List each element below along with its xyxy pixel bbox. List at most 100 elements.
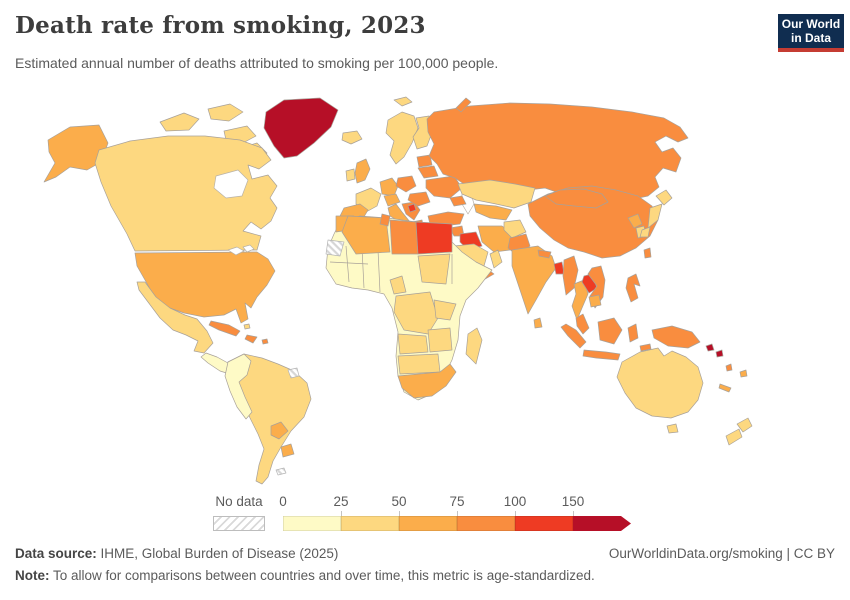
- country-hispaniola[interactable]: [244, 334, 258, 344]
- country-solomon-islands[interactable]: [705, 343, 724, 358]
- country-serbia[interactable]: [407, 203, 417, 213]
- legend-bin-25-50[interactable]: [341, 516, 399, 531]
- legend-bin-75-100[interactable]: [457, 516, 515, 531]
- country-oman[interactable]: [489, 249, 503, 269]
- country-bahamas[interactable]: [243, 323, 251, 330]
- country-new-zealand[interactable]: [725, 417, 753, 446]
- country-svalbard[interactable]: [393, 96, 413, 107]
- country-timor[interactable]: [639, 343, 652, 352]
- country-caucasus[interactable]: [449, 195, 467, 207]
- country-indonesia-sumatra[interactable]: [560, 323, 587, 349]
- footer-source: Data source: IHME, Global Burden of Dise…: [15, 546, 338, 561]
- country-novaya-zemlya[interactable]: [455, 97, 472, 113]
- country-western-sahara[interactable]: [325, 239, 345, 257]
- country-libya[interactable]: [389, 219, 419, 255]
- country-sulawesi[interactable]: [627, 323, 639, 343]
- legend-tick-labels: 0 25 50 75 100 150: [279, 494, 635, 516]
- country-romania-hungary[interactable]: [407, 191, 431, 207]
- country-taiwan[interactable]: [643, 247, 652, 259]
- country-paraguay[interactable]: [270, 421, 289, 440]
- country-tunisia[interactable]: [379, 213, 391, 227]
- legend-tick-label-75: 75: [449, 494, 465, 509]
- country-baltics[interactable]: [416, 154, 433, 168]
- owid-logo-line1: Our World: [781, 17, 841, 31]
- country-tasmania[interactable]: [666, 423, 679, 434]
- country-uk[interactable]: [354, 158, 371, 184]
- country-vanuatu[interactable]: [725, 363, 733, 372]
- country-alaska[interactable]: [43, 124, 109, 183]
- legend-bin-150+[interactable]: [573, 516, 631, 531]
- legend-no-data: No data: [212, 494, 266, 531]
- country-cameroon[interactable]: [389, 275, 407, 295]
- country-australia[interactable]: [616, 347, 704, 419]
- country-algeria[interactable]: [341, 215, 391, 255]
- country-ireland[interactable]: [345, 168, 356, 182]
- legend-tick-label-100: 100: [503, 494, 527, 509]
- legend-tick-mark: [573, 511, 574, 516]
- legend-no-data-label: No data: [215, 494, 263, 509]
- country-malaysia[interactable]: [575, 313, 590, 335]
- country-sri-lanka[interactable]: [533, 317, 543, 329]
- country-mexico[interactable]: [136, 281, 214, 354]
- country-uruguay[interactable]: [280, 443, 295, 458]
- country-cambodia[interactable]: [588, 294, 602, 308]
- country-uzbekistan-turkmenistan[interactable]: [473, 203, 513, 221]
- country-belarus[interactable]: [417, 165, 439, 179]
- country-nepal[interactable]: [537, 249, 552, 259]
- country-colombia-peru[interactable]: [224, 353, 253, 420]
- legend-tick-label-50: 50: [391, 494, 407, 509]
- country-iceland[interactable]: [341, 130, 363, 145]
- africa-inner-borders: [329, 245, 453, 293]
- chart-subtitle: Estimated annual number of deaths attrib…: [15, 55, 499, 71]
- country-new-guinea[interactable]: [651, 325, 701, 349]
- country-philippines[interactable]: [625, 273, 641, 303]
- country-borneo[interactable]: [597, 317, 623, 345]
- country-greenland[interactable]: [263, 97, 339, 159]
- country-drc[interactable]: [393, 291, 439, 335]
- country-japan[interactable]: [639, 189, 673, 238]
- country-russia[interactable]: [426, 102, 689, 201]
- country-zambia-zimbabwe[interactable]: [427, 327, 453, 353]
- country-indonesia-java[interactable]: [582, 349, 621, 361]
- country-new-caledonia[interactable]: [718, 383, 732, 393]
- footer-source-text: IHME, Global Burden of Disease (2025): [96, 546, 339, 561]
- country-kazakhstan[interactable]: [457, 179, 536, 209]
- legend-bin-0-25[interactable]: [283, 516, 341, 531]
- country-namibia-botswana[interactable]: [397, 353, 441, 375]
- country-sudan[interactable]: [417, 253, 451, 285]
- country-afghanistan[interactable]: [503, 219, 527, 239]
- legend-tick-label-0: 0: [279, 494, 287, 509]
- country-madagascar[interactable]: [465, 327, 483, 365]
- country-south-africa[interactable]: [397, 363, 457, 399]
- legend-tick-label-150: 150: [561, 494, 585, 509]
- country-cuba[interactable]: [208, 320, 241, 337]
- country-bangladesh[interactable]: [553, 261, 565, 275]
- footer-source-label: Data source:: [15, 546, 97, 561]
- country-egypt[interactable]: [415, 221, 453, 255]
- country-mongolia[interactable]: [544, 188, 609, 209]
- chart-title: Death rate from smoking, 2023: [15, 12, 426, 39]
- country-tanzania[interactable]: [433, 299, 457, 321]
- country-angola[interactable]: [397, 333, 429, 355]
- legend-tick-mark: [399, 511, 400, 516]
- footer-note-text: To allow for comparisons between countri…: [49, 568, 595, 583]
- country-fiji[interactable]: [739, 369, 748, 378]
- country-falkland-islands[interactable]: [275, 467, 287, 476]
- footer-link[interactable]: OurWorldinData.org/smoking | CC BY: [608, 546, 835, 561]
- legend-color-scale: [283, 516, 635, 531]
- country-poland[interactable]: [395, 175, 417, 193]
- country-central-europe[interactable]: [383, 193, 401, 207]
- country-french-guiana[interactable]: [287, 367, 300, 379]
- legend-bin-50-75[interactable]: [399, 516, 457, 531]
- legend-tick-mark: [515, 511, 516, 516]
- country-canada[interactable]: [94, 135, 278, 252]
- country-puerto-rico[interactable]: [261, 338, 269, 345]
- legend-no-data-swatch[interactable]: [213, 516, 265, 531]
- legend-bin-100-150[interactable]: [515, 516, 573, 531]
- owid-logo[interactable]: Our World in Data: [778, 14, 844, 52]
- country-norway-sweden[interactable]: [385, 111, 419, 165]
- country-germany[interactable]: [379, 177, 399, 197]
- country-north-korea[interactable]: [627, 213, 643, 229]
